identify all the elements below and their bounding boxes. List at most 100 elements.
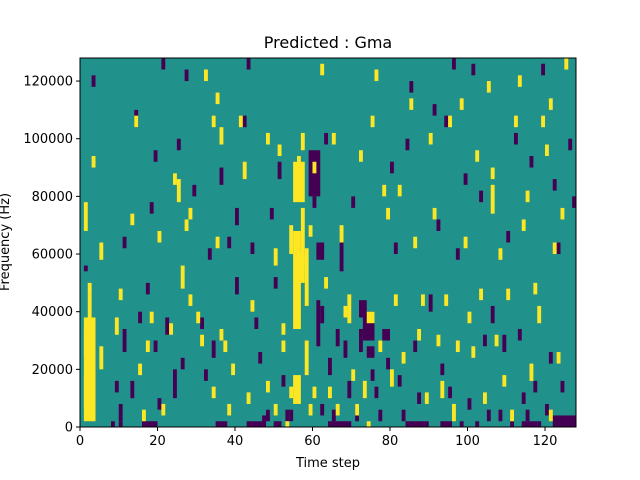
heatmap-cell-high: [130, 213, 135, 226]
heatmap-cell-high: [91, 156, 96, 168]
heatmap-cell-high: [490, 167, 495, 180]
heatmap-cell-low: [207, 248, 212, 260]
heatmap-cell-low: [227, 236, 232, 249]
heatmap-cell-low: [545, 403, 549, 416]
heatmap-cell-high: [277, 144, 282, 157]
y-tick-label: 40000: [32, 305, 73, 320]
heatmap-cell-low: [266, 409, 270, 422]
x-tick-label: 120: [533, 434, 558, 449]
heatmap-cell-low: [483, 334, 487, 347]
heatmap-cell-high: [359, 150, 363, 162]
heatmap-cell-low: [467, 398, 472, 410]
heatmap-cell-low: [359, 328, 363, 353]
heatmap-cell-high: [486, 81, 491, 93]
heatmap-cell-low: [362, 311, 375, 341]
heatmap-cell-high: [215, 92, 220, 105]
heatmap-cell-high: [188, 207, 193, 220]
heatmap-cell-high: [300, 207, 305, 266]
x-tick-label: 100: [455, 434, 480, 449]
heatmap-cell-low: [242, 115, 247, 128]
heatmap-cell-high: [273, 403, 278, 416]
heatmap-cell-high: [219, 328, 224, 341]
heatmap-cell-low: [118, 403, 123, 422]
heatmap-cell-high: [343, 305, 348, 318]
y-axis-label: Frequency (Hz): [0, 193, 13, 291]
heatmap-cell-high: [304, 248, 309, 306]
heatmap-cell-low: [153, 340, 158, 353]
heatmap-cell-low: [455, 248, 460, 260]
heatmap-cell-high: [413, 236, 418, 249]
heatmap-cell-high: [393, 294, 398, 306]
x-axis: 0 20 40 60 80 100 120: [76, 427, 558, 449]
heatmap-cell-low: [440, 421, 453, 427]
heatmap-cell-low: [165, 317, 170, 335]
heatmap-cell-high: [440, 380, 445, 399]
heatmap-cell-low: [502, 334, 507, 353]
heatmap-cell-high: [157, 230, 162, 243]
heatmap-cell-low: [459, 421, 464, 427]
heatmap-cell-high: [118, 288, 123, 301]
heatmap-cell-high: [211, 115, 216, 128]
heatmap-cell-low: [572, 196, 577, 208]
heatmap-cell-low: [328, 421, 352, 427]
heatmap-cell-low: [424, 421, 429, 427]
heatmap-cell-low: [525, 409, 530, 422]
heatmap-cell-high: [448, 115, 453, 128]
heatmap-cell-high: [525, 190, 530, 203]
heatmap-cell-low: [273, 421, 282, 427]
heatmap-cell-high: [417, 328, 422, 341]
heatmap-cell-low: [145, 282, 150, 295]
heatmap-cell-high: [293, 161, 305, 203]
heatmap-cell-low: [176, 138, 181, 151]
heatmap-cell-high: [471, 346, 476, 358]
x-tick-label: 80: [382, 434, 399, 449]
heatmap-cell-high: [87, 282, 92, 295]
heatmap-cell-low: [479, 190, 484, 203]
heatmap-cell-low: [452, 58, 456, 70]
heatmap-cell-high: [355, 403, 360, 416]
heatmap-cell-high: [463, 236, 468, 249]
x-tick-label: 0: [76, 434, 84, 449]
heatmap-cell-high: [149, 311, 154, 324]
heatmap-cell-high: [266, 132, 270, 145]
heatmap-cell-high: [517, 75, 522, 87]
heatmap-cell-low: [312, 196, 317, 208]
plot-frame: [79, 57, 577, 428]
y-tick-label: 100000: [23, 132, 73, 147]
heatmap-cell-low: [339, 242, 344, 272]
heatmap-cell-high: [176, 179, 181, 203]
heatmap-cell-high: [304, 340, 309, 376]
chart-title: Predicted : Gma: [264, 33, 392, 52]
heatmap-cell-high: [467, 311, 472, 324]
heatmap-cell-high: [510, 409, 515, 422]
heatmap-cell-low: [440, 363, 445, 376]
heatmap-cell-high: [266, 380, 270, 393]
heatmap-cell-low: [200, 317, 205, 329]
heatmap-cell-low: [211, 340, 216, 358]
heatmap-cell-high: [180, 265, 185, 289]
heatmap-cell-high: [521, 219, 526, 231]
y-tick-label: 60000: [32, 248, 73, 263]
heatmap-cell-low: [351, 196, 356, 208]
heatmap-cell-low: [370, 369, 375, 381]
heatmap-cell-high: [250, 300, 255, 312]
heatmap-cell-low: [130, 380, 135, 399]
heatmap-cell-high: [231, 363, 236, 376]
heatmap-cell-low: [335, 328, 340, 347]
heatmap-cell-high: [432, 207, 437, 220]
heatmap-cell-high: [545, 144, 549, 157]
heatmap-cell-high: [475, 150, 480, 162]
heatmap-cell-low: [405, 138, 410, 151]
heatmap-cell-low: [111, 421, 115, 427]
heatmap-cell-low: [529, 156, 534, 168]
heatmap-cell-low: [386, 357, 391, 370]
heatmap-cell-high: [362, 380, 367, 399]
heatmap-cell-high: [537, 305, 542, 324]
heatmap-cell-low: [541, 63, 546, 76]
heatmap-cell-low: [490, 305, 495, 324]
heatmap-cell-low: [138, 311, 143, 324]
heatmap-cell-high: [370, 115, 375, 128]
heatmap-cell-low: [552, 179, 557, 191]
heatmap-cell-low: [153, 150, 158, 162]
x-axis-label: Time step: [295, 456, 360, 471]
